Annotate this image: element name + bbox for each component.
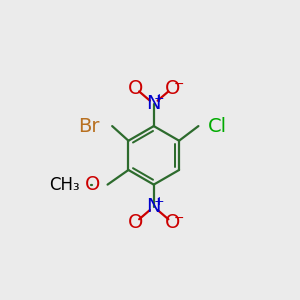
Text: +: + [154, 92, 164, 105]
Text: O: O [128, 79, 143, 98]
Text: O: O [128, 213, 143, 232]
Text: N: N [146, 197, 161, 216]
Text: O: O [85, 175, 100, 194]
Text: −: − [174, 212, 184, 225]
Text: O: O [164, 213, 180, 232]
Text: +: + [154, 195, 164, 208]
Text: O: O [164, 79, 180, 98]
Text: CH₃: CH₃ [49, 176, 80, 194]
Text: Cl: Cl [208, 117, 227, 136]
Text: Br: Br [78, 117, 100, 136]
Text: N: N [146, 94, 161, 113]
Text: −: − [174, 78, 184, 91]
